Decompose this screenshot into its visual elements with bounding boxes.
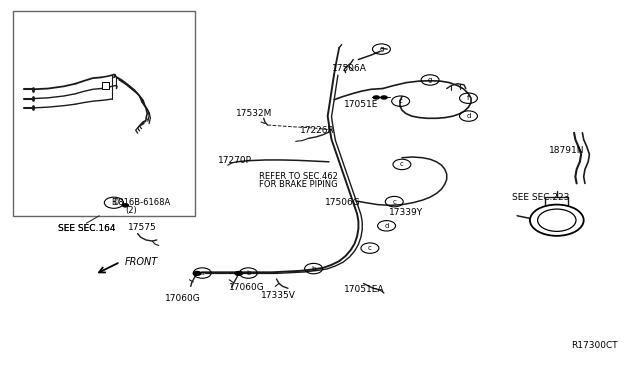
Text: d: d	[385, 223, 388, 229]
Text: 17335V: 17335V	[261, 291, 296, 300]
Text: REFER TO SEC.462: REFER TO SEC.462	[259, 172, 338, 181]
Text: f: f	[467, 95, 470, 101]
Circle shape	[122, 203, 129, 208]
Text: SEE SEC.223: SEE SEC.223	[512, 193, 570, 202]
Text: R17300CT: R17300CT	[571, 341, 618, 350]
Text: g: g	[380, 46, 383, 52]
Text: g: g	[428, 77, 432, 83]
Circle shape	[372, 95, 380, 100]
Text: SEE SEC.164: SEE SEC.164	[58, 224, 115, 233]
Bar	[102, 82, 109, 89]
Text: 17051EA: 17051EA	[344, 285, 385, 294]
Text: 17051E: 17051E	[344, 100, 379, 109]
Text: FOR BRAKE PIPING: FOR BRAKE PIPING	[259, 180, 338, 189]
Text: 17060G: 17060G	[229, 283, 265, 292]
Text: 17339Y: 17339Y	[389, 208, 423, 217]
Circle shape	[380, 95, 388, 100]
Text: c: c	[392, 199, 396, 205]
Text: 17575: 17575	[128, 223, 157, 232]
Text: 18791N: 18791N	[549, 146, 584, 155]
Text: c: c	[368, 245, 372, 251]
Text: d: d	[467, 113, 470, 119]
Text: b: b	[312, 266, 316, 272]
Text: b: b	[246, 270, 250, 276]
Text: 17532M: 17532M	[236, 109, 272, 118]
Text: 17060G: 17060G	[165, 294, 201, 303]
Text: c: c	[400, 161, 404, 167]
Bar	[13, 11, 195, 216]
Text: 17506A: 17506A	[332, 64, 366, 73]
Text: SEE SEC.164: SEE SEC.164	[58, 224, 115, 233]
Text: 17226R: 17226R	[300, 126, 334, 135]
Text: 17506G: 17506G	[325, 198, 361, 207]
Text: c: c	[399, 98, 403, 104]
Text: 17270P: 17270P	[218, 156, 252, 165]
Text: (2): (2)	[125, 206, 136, 215]
Circle shape	[234, 271, 243, 276]
Text: FRONT: FRONT	[125, 257, 158, 267]
Text: B: B	[111, 198, 116, 207]
Text: a: a	[200, 270, 204, 276]
Text: 0816B-6168A: 0816B-6168A	[114, 198, 171, 207]
Circle shape	[193, 271, 202, 276]
